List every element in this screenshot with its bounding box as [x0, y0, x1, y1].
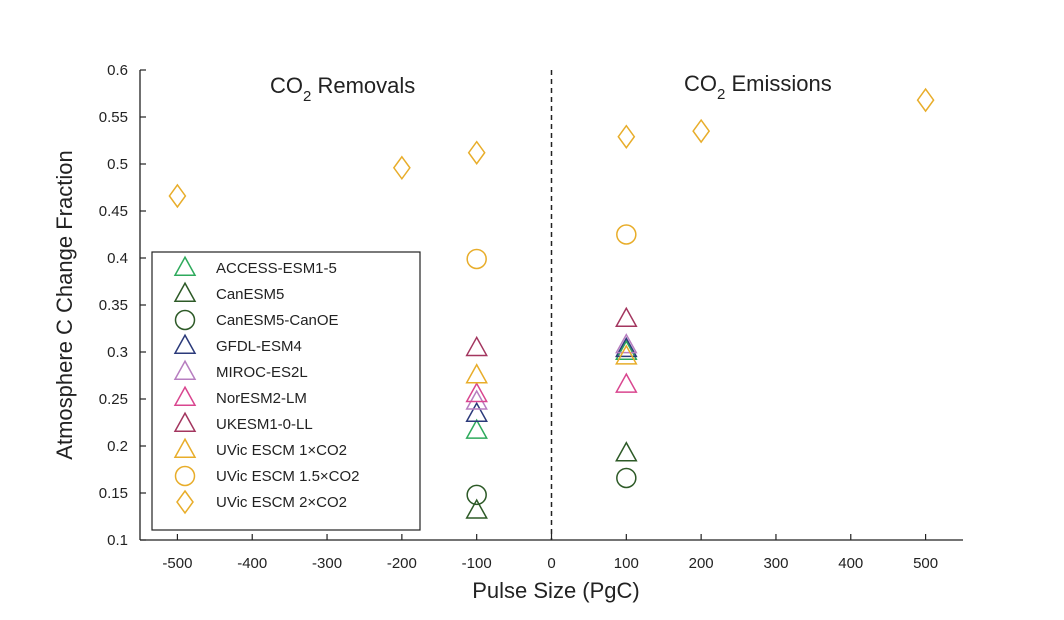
legend-entry-label: CanESM5	[216, 286, 284, 303]
triangle-data-point	[465, 335, 488, 357]
diamond-data-point	[916, 87, 935, 113]
triangle-data-point	[615, 372, 638, 393]
y-tick-label: 0.55	[99, 109, 128, 126]
triangle-data-point	[465, 498, 488, 519]
legend-triangle-icon	[173, 359, 197, 380]
removals-label-main: CO	[270, 73, 303, 98]
y-tick-label: 0.6	[107, 62, 128, 79]
legend-triangle-icon	[173, 411, 197, 432]
y-axis-title: Atmosphere C Change Fraction	[52, 150, 77, 459]
emissions-label-rest: Emissions	[725, 71, 831, 96]
triangle-data-point	[615, 306, 638, 328]
diamond-data-point	[168, 183, 187, 209]
triangle-data-point	[615, 333, 638, 354]
series-miroc-es2l	[465, 333, 638, 410]
triangle-data-point	[465, 401, 488, 422]
series-canesm5	[465, 441, 638, 519]
legend-circle-icon	[174, 465, 196, 487]
legend-entry-label: MIROC-ES2L	[216, 364, 308, 381]
x-tick-label: -500	[162, 555, 192, 572]
legend-entry-label: UVic ESCM 1.5×CO2	[216, 468, 360, 485]
triangle-data-point	[465, 418, 488, 439]
y-tick-label: 0.2	[107, 438, 128, 455]
legend-circle-icon	[174, 309, 196, 331]
y-tick-label: 0.35	[99, 297, 128, 314]
removals-label: CO2 Removals	[270, 73, 415, 105]
circle-data-point	[466, 484, 487, 506]
y-tick-label: 0.25	[99, 391, 128, 408]
y-tick-label: 0.1	[107, 532, 128, 549]
legend-box	[151, 251, 421, 531]
legend-entry-label: GFDL-ESM4	[216, 338, 302, 355]
y-tick-label: 0.3	[107, 344, 128, 361]
series-uvic-escm-1-5-co2	[466, 224, 637, 270]
series-ukesm1-0-ll	[465, 306, 638, 357]
series-noresm2-lm	[465, 372, 638, 403]
legend-entry-label: NorESM2-LM	[216, 390, 307, 407]
annotations: CO2 Removals CO2 Emissions	[270, 71, 832, 105]
series-uvic-escm-2-co2	[168, 87, 935, 209]
circle-data-point	[616, 467, 637, 489]
removals-label-sub: 2	[303, 88, 311, 105]
y-tick-label: 0.45	[99, 203, 128, 220]
emissions-label-main: CO	[684, 71, 717, 96]
diamond-data-point	[692, 118, 711, 144]
legend-diamond-icon	[176, 489, 194, 515]
x-tick-label: -400	[237, 555, 267, 572]
emissions-label-sub: 2	[717, 86, 725, 103]
x-tick-label: -100	[462, 555, 492, 572]
legend-entry-label: UKESM1-0-LL	[216, 416, 313, 433]
triangle-data-point	[615, 441, 638, 462]
legend-triangle-icon	[173, 255, 197, 276]
circle-data-point	[616, 224, 637, 245]
x-tick-label: -200	[387, 555, 417, 572]
series-gfdl-esm4	[465, 336, 638, 422]
series-uvic-escm-1-co2	[465, 344, 638, 384]
x-tick-label: 500	[913, 555, 938, 572]
diamond-data-point	[467, 140, 486, 165]
circle-data-point	[466, 248, 487, 270]
x-tick-label: 100	[614, 555, 639, 572]
y-tick-label: 0.5	[107, 156, 128, 173]
legend-triangle-icon	[173, 333, 197, 354]
legend-triangle-icon	[173, 385, 197, 406]
series-access-esm1-5	[465, 339, 638, 439]
x-tick-label: 300	[763, 555, 788, 572]
x-tick-label: 200	[689, 555, 714, 572]
legend-entry-label: CanESM5-CanOE	[216, 312, 339, 329]
y-tick-label: 0.15	[99, 485, 128, 502]
triangle-data-point	[465, 381, 488, 403]
legend-entry-label: ACCESS-ESM1-5	[216, 260, 337, 277]
diamond-data-point	[617, 124, 636, 150]
removals-label-rest: Removals	[311, 73, 415, 98]
triangle-data-point	[615, 344, 638, 365]
emissions-label: CO2 Emissions	[684, 71, 832, 103]
triangle-data-point	[615, 336, 638, 358]
data-points	[168, 87, 935, 519]
legend-entry-label: UVic ESCM 2×CO2	[216, 494, 347, 511]
x-tick-label: -300	[312, 555, 342, 572]
legend: ACCESS-ESM1-5 CanESM5 CanESM5-CanOE GFDL-ES…	[151, 251, 421, 531]
x-tick-label: 0	[547, 555, 555, 572]
series-canesm5-canoe	[466, 467, 637, 506]
legend-entry-label: UVic ESCM 1×CO2	[216, 442, 347, 459]
triangle-data-point	[465, 389, 488, 410]
x-tick-label: 400	[838, 555, 863, 572]
y-tick-label: 0.4	[107, 250, 128, 267]
triangle-data-point	[465, 363, 488, 384]
legend-triangle-icon	[173, 281, 197, 302]
diamond-data-point	[392, 155, 411, 181]
triangle-data-point	[615, 339, 638, 360]
x-axis-title: Pulse Size (PgC)	[472, 578, 640, 603]
legend-triangle-icon	[173, 437, 197, 458]
axes: 0.1 0.15 0.2 0.25 0.3 0.35 0.4 0.45 0.5 0.55 0.6 -5…	[99, 62, 963, 572]
